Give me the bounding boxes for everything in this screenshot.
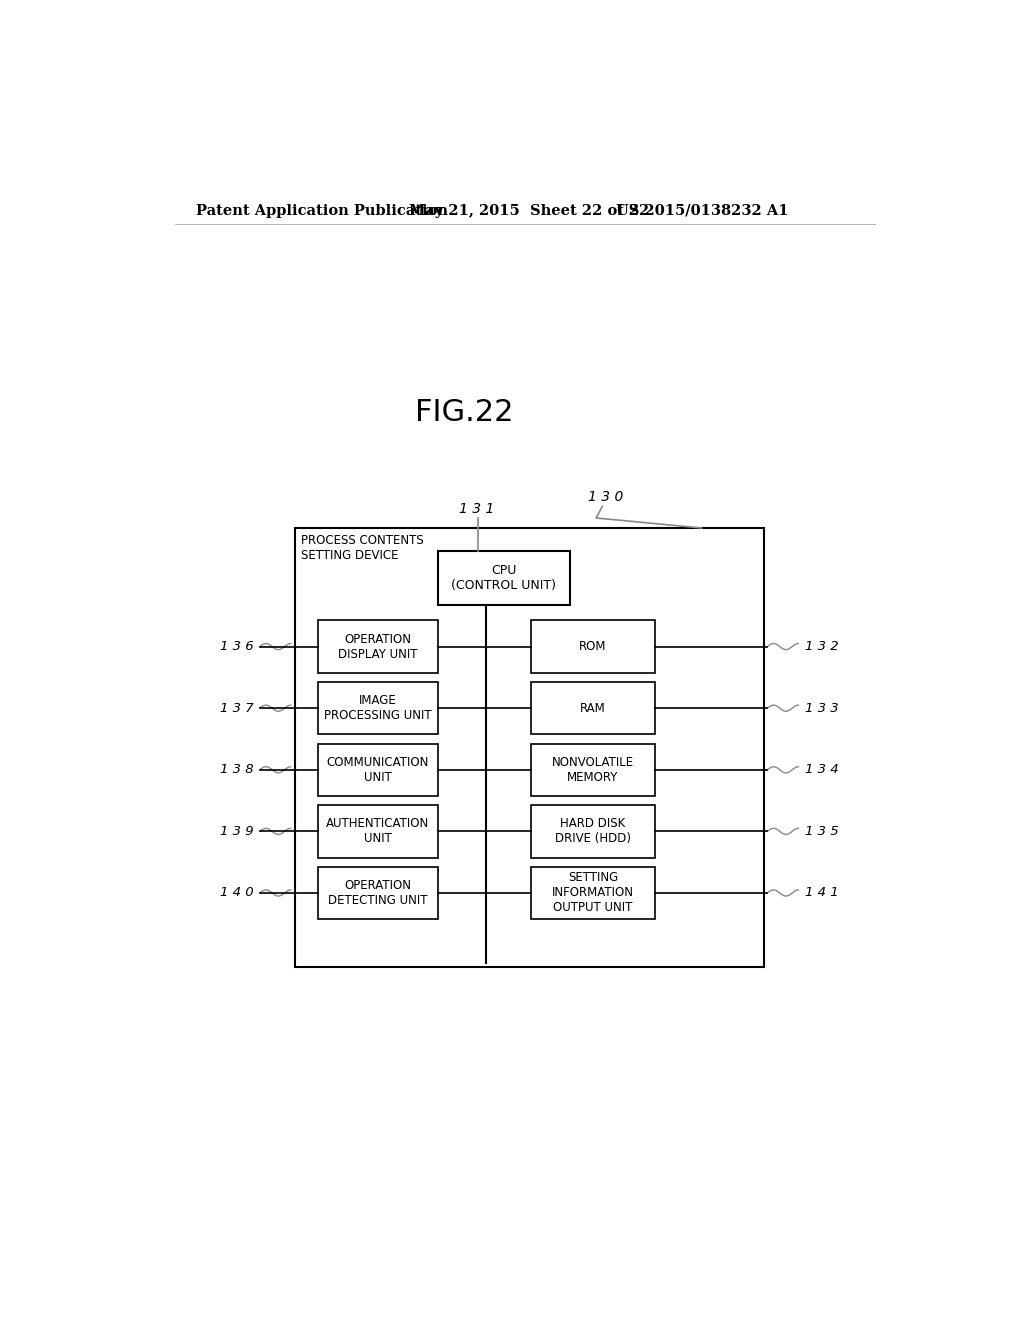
Text: Patent Application Publication: Patent Application Publication <box>197 203 449 218</box>
Text: SETTING
INFORMATION
OUTPUT UNIT: SETTING INFORMATION OUTPUT UNIT <box>552 871 634 915</box>
Text: 1 3 7: 1 3 7 <box>220 702 254 714</box>
Text: 1 3 6: 1 3 6 <box>220 640 254 653</box>
Bar <box>317 867 438 919</box>
Text: US 2015/0138232 A1: US 2015/0138232 A1 <box>616 203 788 218</box>
Text: ROM: ROM <box>580 640 607 653</box>
Bar <box>317 805 438 858</box>
Text: NONVOLATILE
MEMORY: NONVOLATILE MEMORY <box>552 756 634 784</box>
Bar <box>295 528 764 966</box>
Text: CPU
(CONTROL UNIT): CPU (CONTROL UNIT) <box>452 564 556 593</box>
Text: 1 3 0: 1 3 0 <box>589 490 624 504</box>
Text: OPERATION
DETECTING UNIT: OPERATION DETECTING UNIT <box>328 879 428 907</box>
Text: COMMUNICATION
UNIT: COMMUNICATION UNIT <box>327 756 429 784</box>
Text: 1 3 4: 1 3 4 <box>805 763 839 776</box>
Bar <box>531 805 655 858</box>
Text: 1 3 8: 1 3 8 <box>220 763 254 776</box>
Text: 1 4 1: 1 4 1 <box>805 887 839 899</box>
Bar <box>531 867 655 919</box>
Text: FIG.22: FIG.22 <box>415 399 513 426</box>
Bar <box>531 620 655 673</box>
Text: AUTHENTICATION
UNIT: AUTHENTICATION UNIT <box>327 817 429 845</box>
Text: May 21, 2015  Sheet 22 of 22: May 21, 2015 Sheet 22 of 22 <box>409 203 649 218</box>
Text: 1 3 3: 1 3 3 <box>805 702 839 714</box>
Text: 1 3 5: 1 3 5 <box>805 825 839 838</box>
Bar <box>438 552 569 605</box>
Bar <box>317 682 438 734</box>
Text: HARD DISK
DRIVE (HDD): HARD DISK DRIVE (HDD) <box>555 817 631 845</box>
Bar <box>531 743 655 796</box>
Bar <box>317 620 438 673</box>
Text: RAM: RAM <box>581 702 606 714</box>
Text: OPERATION
DISPLAY UNIT: OPERATION DISPLAY UNIT <box>338 632 418 660</box>
Text: 1 4 0: 1 4 0 <box>220 887 254 899</box>
Bar <box>531 682 655 734</box>
Text: 1 3 9: 1 3 9 <box>220 825 254 838</box>
Text: PROCESS CONTENTS
SETTING DEVICE: PROCESS CONTENTS SETTING DEVICE <box>301 535 424 562</box>
Text: IMAGE
PROCESSING UNIT: IMAGE PROCESSING UNIT <box>325 694 432 722</box>
Bar <box>317 743 438 796</box>
Text: 1 3 1: 1 3 1 <box>459 502 495 516</box>
Text: 1 3 2: 1 3 2 <box>805 640 839 653</box>
